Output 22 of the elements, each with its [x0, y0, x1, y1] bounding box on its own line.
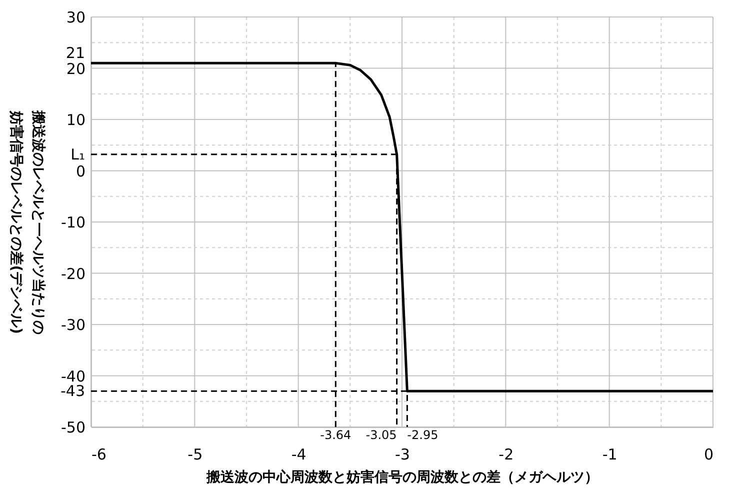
y-axis-title: 搬送波のレベルと一ヘルツ当たりの妨害信号のレベルとの差(デシベル): [8, 110, 46, 334]
x-tick-label: -3: [395, 446, 410, 464]
annotation: -2.95: [407, 428, 438, 442]
x-tick-label: 0: [704, 446, 714, 464]
y-tick-label: 30: [66, 8, 86, 26]
annotation: -3.05: [366, 428, 397, 442]
y-tick-label: -30: [61, 316, 86, 334]
annotation: -3.64: [320, 428, 352, 442]
x-tick-label: -2: [498, 446, 514, 464]
x-axis-title: 搬送波の中心周波数と妨害信号の周波数との差（メガヘルツ）: [206, 468, 598, 486]
x-tick-label: -6: [92, 446, 106, 464]
y-tick-label: -10: [61, 214, 86, 232]
x-tick-label: -4: [291, 446, 306, 464]
annotation: L₁: [70, 145, 85, 164]
y-tick-label: 0: [76, 162, 86, 180]
y-tick-label: 10: [66, 111, 86, 129]
y-tick-label: 20: [66, 60, 86, 78]
x-tick-label: -5: [188, 446, 203, 464]
y-tick-label: -50: [61, 418, 86, 436]
y-tick-label: 21: [66, 44, 85, 62]
x-tick-label: -1: [602, 446, 618, 464]
y-tick-label: -20: [61, 264, 86, 283]
